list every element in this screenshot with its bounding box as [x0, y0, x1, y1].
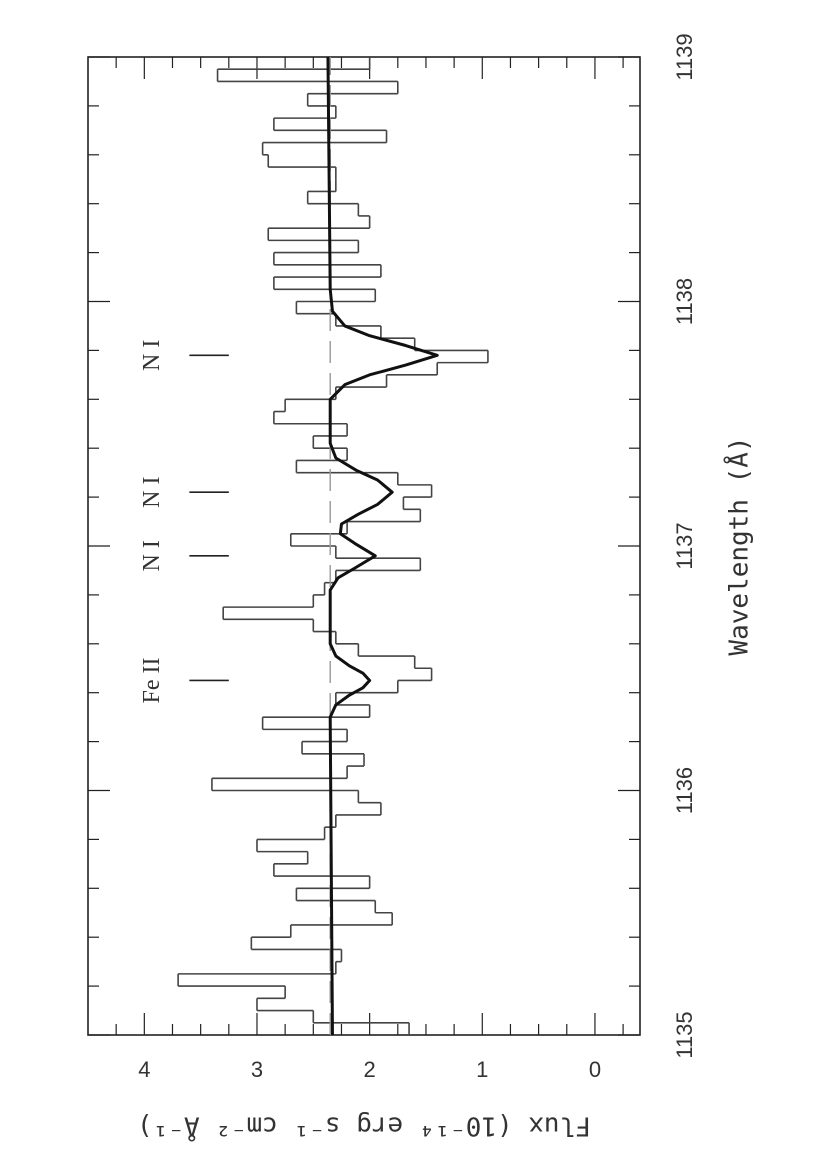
x-tick-label: 1136	[672, 767, 697, 814]
annotation-label: N I	[139, 540, 165, 571]
x-tick-label: 1139	[672, 33, 697, 80]
x-tick-label: 1138	[672, 278, 697, 325]
y-tick-label: 2	[364, 1057, 376, 1082]
x-tick-label: 1135	[672, 1011, 697, 1058]
x-axis-label: Wavelength (Å)	[723, 436, 755, 655]
y-tick-label: 4	[138, 1057, 150, 1082]
y-tick-label: 1	[476, 1057, 488, 1082]
y-axis-label: Flux (10⁻¹⁴ erg s⁻¹ cm⁻² Å⁻¹)	[137, 1111, 591, 1143]
y-tick-label: 3	[251, 1057, 263, 1082]
annotation-label: Fe II	[139, 657, 165, 703]
fit-line	[326, 56, 439, 1036]
annotation-label: N I	[139, 340, 165, 371]
annotation-label: N I	[139, 477, 165, 508]
plot-area: 1135 1136 1137 1138 1139 0 1 2 3 4 Wavelength (Å) F…	[87, 33, 755, 1143]
y-tick-label: 0	[589, 1057, 601, 1082]
x-tick-label: 1137	[672, 522, 697, 569]
